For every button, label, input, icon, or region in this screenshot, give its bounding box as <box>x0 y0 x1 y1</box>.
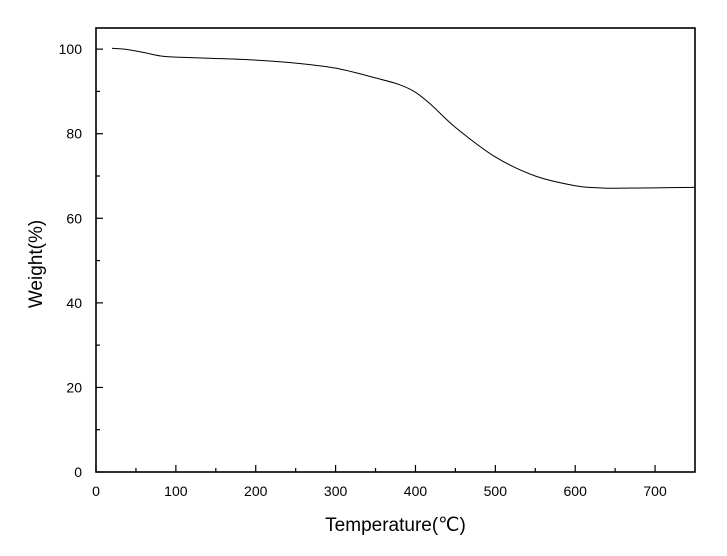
x-tick-label: 200 <box>244 483 268 499</box>
y-tick-label: 80 <box>66 126 82 142</box>
x-tick-label: 300 <box>324 483 348 499</box>
y-tick-label: 0 <box>74 464 82 480</box>
x-tick-label: 700 <box>643 483 667 499</box>
y-axis-ticks: 0 20 40 60 80 100 <box>59 41 103 480</box>
y-axis-title: Weight(%) <box>26 220 47 308</box>
x-tick-label: 100 <box>164 483 188 499</box>
x-tick-label: 600 <box>564 483 588 499</box>
x-axis-title: Temperature(℃) <box>325 515 466 536</box>
y-tick-label: 20 <box>66 379 82 395</box>
y-tick-label: 60 <box>66 210 82 226</box>
weight-loss-curve <box>111 47 696 189</box>
x-tick-label: 500 <box>484 483 508 499</box>
y-tick-label: 40 <box>66 295 82 311</box>
plot-frame <box>95 27 696 473</box>
x-tick-label: 0 <box>92 483 100 499</box>
y-tick-label: 100 <box>59 41 83 57</box>
x-tick-label: 400 <box>404 483 428 499</box>
x-axis-ticks: 0 100 200 300 400 500 600 700 <box>92 465 667 499</box>
